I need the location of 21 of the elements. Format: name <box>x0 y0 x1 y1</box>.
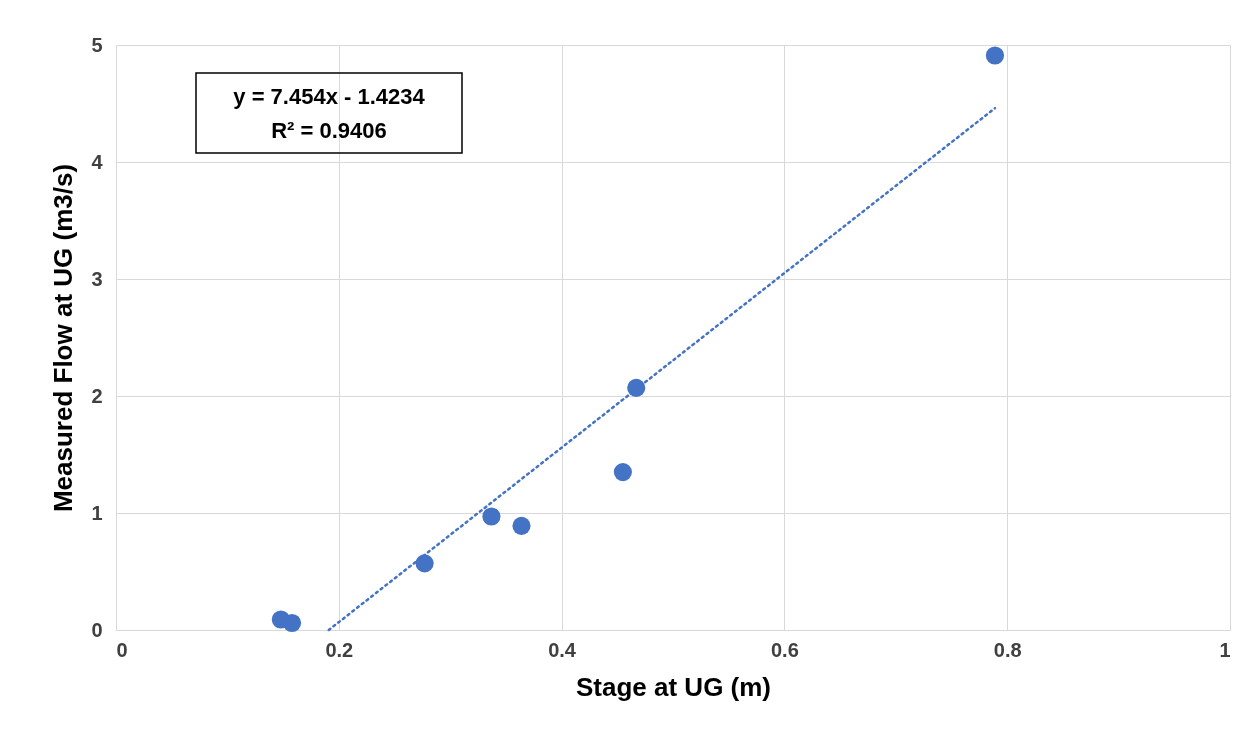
annotation: R² = 0.9406 <box>271 118 387 143</box>
y-tick-label: 4 <box>91 150 104 173</box>
x-tick-label: 0 <box>116 638 128 661</box>
point <box>282 613 302 633</box>
y-tick-label: 3 <box>91 267 103 290</box>
x-tick-label: 0.4 <box>548 638 577 661</box>
y-tick-label: 1 <box>91 501 103 524</box>
point <box>482 507 501 526</box>
point <box>985 46 1005 65</box>
x-tick-label: 0.8 <box>993 638 1022 661</box>
x-tick-label: 0.2 <box>325 638 354 661</box>
point <box>512 516 531 535</box>
x-tick-label: 1 <box>1219 638 1231 661</box>
y-tick-label: 5 <box>91 33 103 56</box>
y-tick-label: 0 <box>91 618 103 641</box>
annotation: y = 7.454x - 1.4234 <box>233 84 426 109</box>
point <box>613 462 632 482</box>
x-axis-title: Stage at UG (m) <box>575 671 772 702</box>
x-tick-label: 0.6 <box>770 638 799 661</box>
y-tick-label: 2 <box>91 384 103 407</box>
y-axis-title: Measured Flow at UG (m3/s) <box>48 163 79 513</box>
